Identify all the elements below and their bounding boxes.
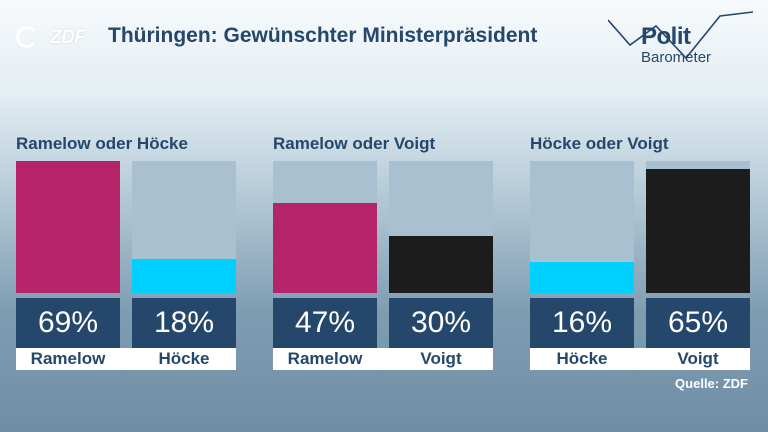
label-strip-gap bbox=[377, 348, 392, 370]
zdf-logo-ring bbox=[16, 26, 38, 48]
data-label: 47% bbox=[273, 298, 377, 348]
bar-fill bbox=[389, 235, 493, 293]
bar-fill bbox=[16, 161, 120, 293]
politbarometer-graph-icon bbox=[607, 11, 754, 60]
group-label-1: Ramelow oder Höcke bbox=[16, 134, 188, 153]
group-label-2: Ramelow oder Voigt bbox=[273, 134, 436, 153]
label-strip-gap bbox=[120, 348, 135, 370]
data-label: 65% bbox=[646, 298, 750, 348]
data-label: 30% bbox=[389, 298, 493, 348]
bar-track bbox=[530, 161, 634, 293]
bar-fill bbox=[273, 203, 377, 293]
category-label: Voigt bbox=[389, 348, 493, 370]
bar-fill bbox=[646, 168, 750, 293]
bar-track bbox=[16, 161, 120, 293]
group-label-3: Höcke oder Voigt bbox=[530, 134, 669, 153]
category-label: Voigt bbox=[646, 348, 750, 370]
bar-track bbox=[389, 161, 493, 293]
page-title: Thüringen: Gewünschter Ministerpräsident bbox=[108, 24, 538, 47]
category-label: Höcke bbox=[530, 348, 634, 370]
data-label: 18% bbox=[132, 298, 236, 348]
bar-track bbox=[273, 161, 377, 293]
zdf-logo: ZDF bbox=[16, 26, 86, 50]
label-strip-gap bbox=[634, 348, 649, 370]
brand-line-2: Barometer bbox=[641, 49, 712, 66]
politbarometer-logo: Polit Barometer bbox=[607, 10, 754, 72]
bar-fill bbox=[132, 258, 236, 293]
data-label: 16% bbox=[530, 298, 634, 348]
bar-track bbox=[646, 161, 750, 293]
data-label: 69% bbox=[16, 298, 120, 348]
category-label: Ramelow bbox=[273, 348, 377, 370]
bar-fill bbox=[530, 262, 634, 293]
bar-track bbox=[132, 161, 236, 293]
zdf-logo-text: ZDF bbox=[50, 27, 86, 48]
source-note: Quelle: ZDF bbox=[675, 376, 748, 391]
category-label: Ramelow bbox=[16, 348, 120, 370]
brand-line-1: Polit bbox=[641, 23, 691, 50]
category-label: Höcke bbox=[132, 348, 236, 370]
